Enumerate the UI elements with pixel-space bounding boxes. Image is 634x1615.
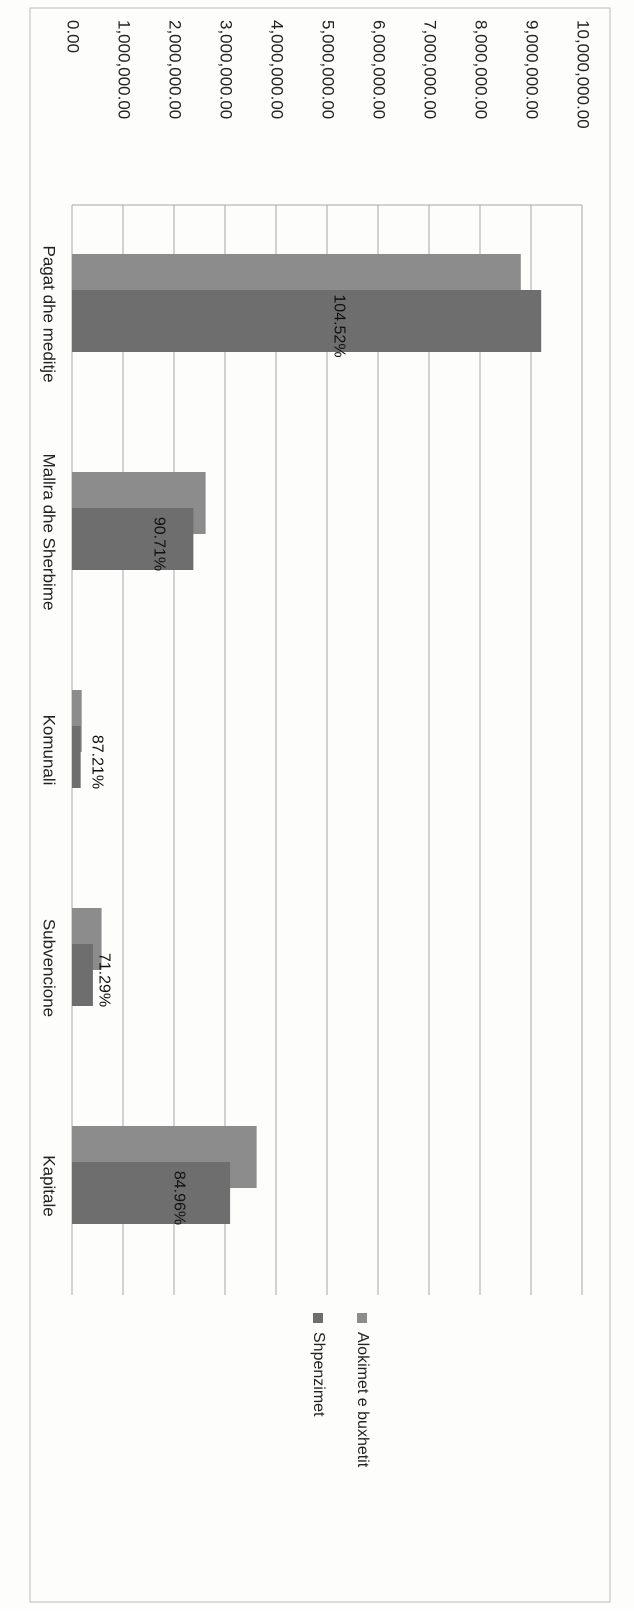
category-label: Subvencione [40,919,59,1017]
data-label: 84.96% [171,1171,188,1225]
value-tick-label: 1,000,000.00 [115,20,134,119]
legend-label: Alokimet e buxhetit [354,1332,371,1468]
value-tick-label: 0.00 [64,20,83,53]
category-label: Mallra dhe Sherbime [40,454,59,611]
bar-shpenzimet [72,290,542,352]
data-label: 87.21% [89,735,106,789]
value-tick-label: 10,000,000.00 [574,20,593,129]
bar-shpenzimet [72,508,194,570]
data-label: 71.29% [95,953,112,1007]
category-label: Kapitale [40,1155,59,1216]
value-tick-label: 8,000,000.00 [472,20,491,119]
category-label: Komunali [40,715,59,786]
value-tick-label: 5,000,000.00 [319,20,338,119]
value-tick-label: 4,000,000.00 [268,20,287,119]
data-labels: 104.52% 90.71% 87.21% 71.29% 84.96% [89,294,348,1225]
legend-swatch [313,1313,323,1323]
category-label: Pagat dhe meditje [40,245,59,382]
data-label: 104.52% [331,294,348,357]
value-tick-label: 3,000,000.00 [217,20,236,119]
gridlines [71,204,583,1295]
data-label: 90.71% [151,517,168,571]
value-tick-label: 2,000,000.00 [166,20,185,119]
value-axis-ticks: 0.00 1,000,000.00 2,000,000.00 3,000,000.00… [64,20,593,129]
legend-swatch [357,1313,367,1323]
legend-label: Shpenzimet [310,1332,327,1417]
bar-shpenzimet [72,1162,231,1224]
value-tick-label: 6,000,000.00 [370,20,389,119]
bar-shpenzimet [72,726,81,788]
bar-shpenzimet [72,944,93,1006]
bar-alokimet [72,690,82,752]
legend: Alokimet e buxhetit Shpenzimet [310,1313,371,1468]
value-tick-label: 9,000,000.00 [523,20,542,119]
value-tick-label: 7,000,000.00 [421,20,440,119]
bars [72,254,542,1224]
chart-frame [29,7,611,1603]
category-axis-labels: Pagat dhe meditje Mallra dhe Sherbime Komu… [40,245,59,1216]
